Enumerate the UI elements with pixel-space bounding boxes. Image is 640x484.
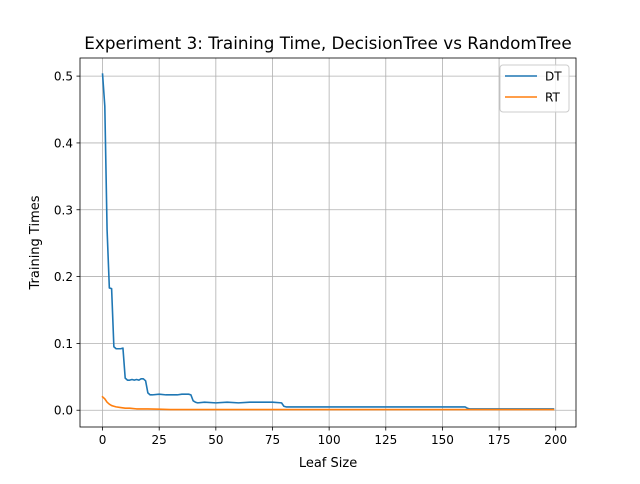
x-tick-label: 0 bbox=[99, 433, 107, 447]
y-axis-label: Training Times bbox=[28, 195, 43, 290]
y-tick-label: 0.4 bbox=[54, 136, 73, 150]
x-tick-label: 125 bbox=[374, 433, 397, 447]
x-tick-label: 25 bbox=[152, 433, 167, 447]
legend: DT RT bbox=[499, 64, 570, 113]
y-tick-label: 0.5 bbox=[54, 70, 73, 84]
x-tick-label: 100 bbox=[318, 433, 341, 447]
x-axis-label: Leaf Size bbox=[299, 456, 357, 471]
y-tick-label: 0.2 bbox=[54, 270, 73, 284]
series-line-rt bbox=[101, 395, 555, 411]
y-tick-label: 0.1 bbox=[54, 337, 73, 351]
ticks: 0 25 50 75 100 125 150 175 200 0.0 0.1 0.2 0.3 0.4 0.5 bbox=[54, 70, 567, 447]
y-tick-label: 0.3 bbox=[54, 203, 73, 217]
x-tick-label: 75 bbox=[265, 433, 280, 447]
legend-label-rt: RT bbox=[545, 91, 560, 105]
x-tick-label: 200 bbox=[544, 433, 567, 447]
x-tick-label: 50 bbox=[208, 433, 223, 447]
x-tick-label: 175 bbox=[488, 433, 511, 447]
chart-title: Experiment 3: Training Time, DecisionTre… bbox=[84, 33, 571, 53]
legend-label-dt: DT bbox=[545, 70, 562, 84]
plot-frame bbox=[79, 57, 577, 428]
y-tick-label: 0.0 bbox=[54, 404, 73, 418]
series-line-dt bbox=[101, 73, 555, 410]
x-tick-label: 150 bbox=[431, 433, 454, 447]
series-layer bbox=[101, 73, 555, 411]
